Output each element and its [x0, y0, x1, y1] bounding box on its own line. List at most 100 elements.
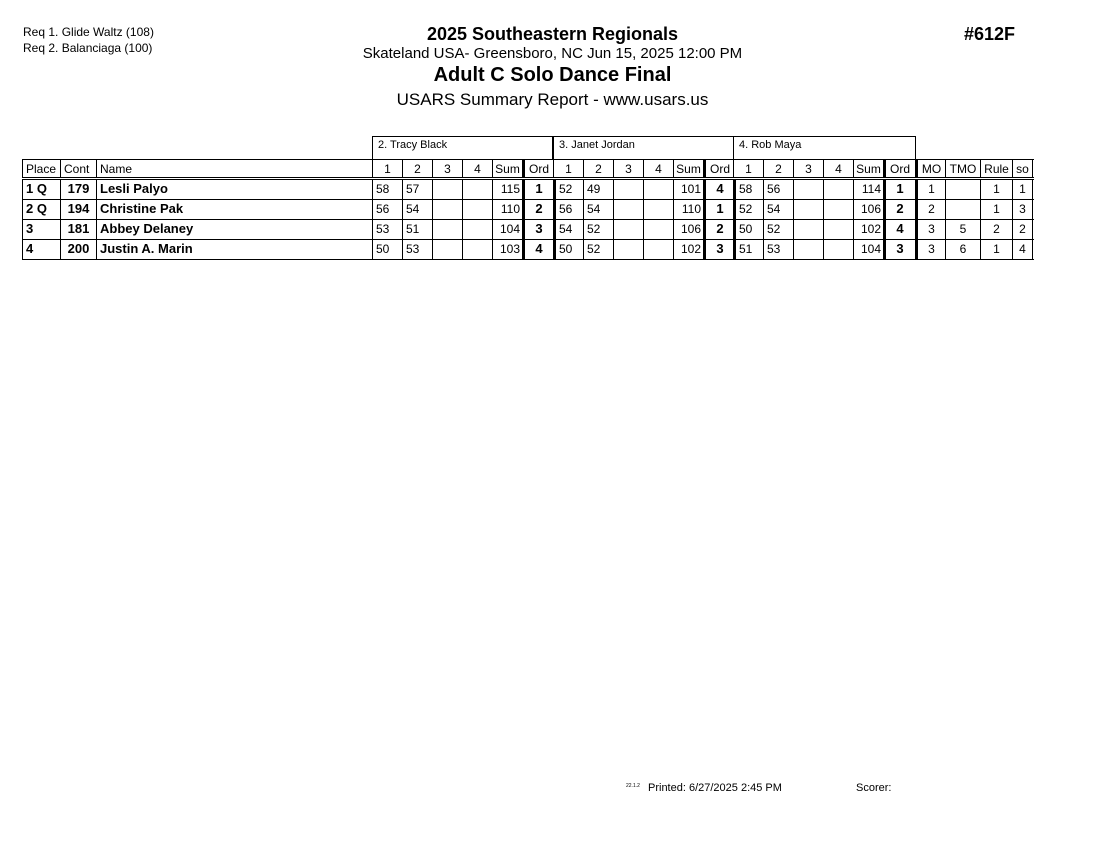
contestant-number: 181 [60, 220, 96, 239]
score-cell [823, 240, 853, 259]
sum-cell: 102 [853, 220, 883, 239]
score-cell: 54 [402, 200, 432, 219]
score-cell: 52 [553, 180, 583, 199]
score-cell [793, 220, 823, 239]
column-header: 2 [763, 160, 793, 177]
rule-cell: 2 [980, 220, 1012, 239]
column-header: Sum [492, 160, 522, 177]
column-header: 4 [462, 160, 492, 177]
score-cell [613, 200, 643, 219]
score-cell: 52 [583, 240, 613, 259]
printed-timestamp: Printed: 6/27/2025 2:45 PM [648, 782, 782, 794]
score-cell [462, 240, 492, 259]
column-header: 1 [372, 160, 402, 177]
score-cell: 53 [372, 220, 402, 239]
score-cell [432, 180, 462, 199]
column-header: 4 [823, 160, 853, 177]
column-header: so [1012, 160, 1033, 177]
event-name: Adult C Solo Dance Final [433, 64, 672, 86]
event-number: #612F [964, 24, 1016, 44]
score-cell: 50 [553, 240, 583, 259]
so-cell: 1 [1012, 180, 1033, 199]
judge-header: 4. Rob Maya [733, 136, 916, 160]
judge-header: 3. Janet Jordan [553, 136, 734, 160]
so-cell: 2 [1012, 220, 1033, 239]
score-cell: 50 [372, 240, 402, 259]
score-cell: 49 [583, 180, 613, 199]
score-cell [462, 180, 492, 199]
score-cell [432, 200, 462, 219]
so-cell: 4 [1012, 240, 1033, 259]
sum-cell: 106 [673, 220, 703, 239]
score-cell: 58 [372, 180, 402, 199]
contestant-number: 194 [60, 200, 96, 219]
column-header: Ord [703, 160, 734, 177]
mo-cell: 1 [915, 180, 945, 199]
column-header: 2 [402, 160, 432, 177]
rule-cell: 1 [980, 180, 1012, 199]
score-cell: 54 [553, 220, 583, 239]
column-header: Sum [673, 160, 703, 177]
rule-cell: 1 [980, 240, 1012, 259]
score-cell: 52 [733, 200, 763, 219]
ordinal-cell: 4 [522, 240, 553, 259]
ordinal-cell: 1 [522, 180, 553, 199]
tmo-cell: 6 [945, 240, 980, 259]
score-cell [643, 180, 673, 199]
score-cell: 52 [583, 220, 613, 239]
column-header: Rule [980, 160, 1012, 177]
ordinal-cell: 3 [883, 240, 914, 259]
score-cell: 53 [402, 240, 432, 259]
column-header: Cont [60, 160, 96, 177]
sum-cell: 110 [673, 200, 703, 219]
tmo-cell: 5 [945, 220, 980, 239]
score-cell: 56 [372, 200, 402, 219]
ordinal-cell: 2 [703, 220, 734, 239]
judge-header: 2. Tracy Black [372, 136, 553, 160]
table-rule [22, 179, 1034, 180]
column-header: 4 [643, 160, 673, 177]
ordinal-cell: 4 [883, 220, 914, 239]
sum-cell: 101 [673, 180, 703, 199]
score-cell: 58 [733, 180, 763, 199]
score-cell [793, 180, 823, 199]
column-header: 1 [553, 160, 583, 177]
ordinal-cell: 2 [883, 200, 914, 219]
skater-name: Justin A. Marin [96, 240, 372, 259]
table-rule [22, 199, 1034, 200]
score-cell [613, 180, 643, 199]
sum-cell: 103 [492, 240, 522, 259]
table-rule [22, 259, 1034, 260]
report-title: USARS Summary Report - www.usars.us [396, 90, 709, 109]
table-rule [22, 239, 1034, 240]
column-header: 2 [583, 160, 613, 177]
score-cell [823, 200, 853, 219]
score-cell: 50 [733, 220, 763, 239]
sum-cell: 106 [853, 200, 883, 219]
place-cell: 4 [22, 240, 60, 259]
so-cell: 3 [1012, 200, 1033, 219]
tmo-cell [945, 200, 980, 219]
version-label: 22.1.2 [626, 783, 640, 789]
score-cell [432, 220, 462, 239]
score-cell [823, 220, 853, 239]
column-header: MO [915, 160, 945, 177]
column-header: Place [22, 160, 60, 177]
score-cell: 53 [763, 240, 793, 259]
score-cell [643, 240, 673, 259]
table-rule [22, 159, 1034, 160]
mo-cell: 3 [915, 220, 945, 239]
score-cell [613, 220, 643, 239]
rule-cell: 1 [980, 200, 1012, 219]
score-cell [793, 200, 823, 219]
score-cell: 54 [763, 200, 793, 219]
score-cell [793, 240, 823, 259]
sum-cell: 104 [853, 240, 883, 259]
sum-cell: 110 [492, 200, 522, 219]
table-rule [22, 219, 1034, 220]
ordinal-cell: 3 [703, 240, 734, 259]
score-cell [823, 180, 853, 199]
event-title: 2025 Southeastern Regionals [426, 24, 679, 44]
score-cell [462, 200, 492, 219]
mo-cell: 2 [915, 200, 945, 219]
